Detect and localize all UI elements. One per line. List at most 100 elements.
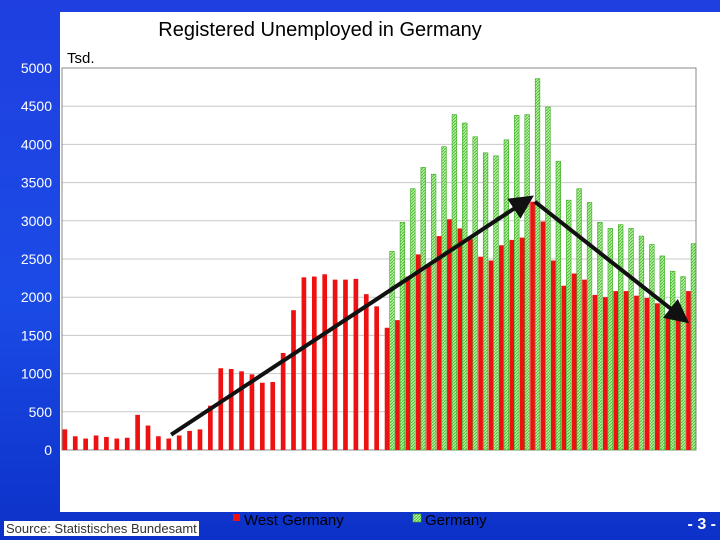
bar-west-germany-1967 — [135, 414, 140, 450]
x-tick-label: 1982 — [289, 456, 304, 485]
bar-west-germany-1982 — [291, 310, 296, 450]
bar-west-germany-1965 — [114, 438, 120, 450]
bar-west-germany-1994 — [415, 254, 421, 450]
bar-west-germany-1971 — [176, 435, 182, 450]
bar-germany-1996 — [441, 146, 447, 451]
bar-west-germany-2000 — [478, 256, 483, 450]
bar-west-germany-1987 — [343, 279, 348, 450]
bar-west-germany-2003 — [509, 239, 515, 450]
x-tick-label: 2008 — [559, 456, 574, 485]
bar-germany-2018 — [670, 270, 676, 451]
x-tick-label: 2000 — [476, 456, 491, 485]
bar-germany-2016 — [649, 244, 655, 451]
x-tick-label: 1984 — [310, 456, 325, 485]
bar-west-germany-1983 — [301, 277, 307, 450]
legend-swatch-west-germany — [233, 514, 240, 521]
bar-germany-1993 — [410, 188, 416, 451]
y-tick-label: 1000 — [21, 366, 52, 382]
x-tick-label: 1962 — [81, 456, 96, 485]
unit-label: Tsd. — [67, 50, 95, 67]
bar-west-germany-2004 — [519, 237, 525, 450]
y-tick-label: 0 — [44, 442, 52, 458]
bar-west-germany-1963 — [93, 435, 99, 450]
bar-west-germany-2009 — [571, 273, 577, 450]
y-tick-label: 1500 — [21, 327, 52, 343]
x-tick-label: 2014 — [621, 456, 636, 485]
bar-germany-2020 — [690, 243, 697, 451]
y-tick-label: 4500 — [21, 98, 52, 114]
legend-label-west-germany: West Germany — [244, 512, 344, 529]
x-tick-label: 2018 — [663, 456, 678, 485]
bar-west-germany-2012 — [602, 297, 608, 450]
x-tick-label: 1994 — [414, 456, 429, 485]
x-tick-label: 1970 — [164, 456, 179, 485]
bar-germany-2000 — [482, 152, 489, 451]
y-tick-label: 4000 — [21, 136, 52, 152]
bar-west-germany-1993 — [405, 276, 411, 450]
bar-germany-2001 — [493, 155, 499, 451]
legend-label-germany: Germany — [425, 512, 487, 529]
y-tick-label: 500 — [29, 404, 53, 420]
bar-west-germany-2013 — [613, 291, 619, 450]
x-tick-label: 1964 — [102, 456, 117, 485]
bar-west-germany-2007 — [551, 260, 556, 450]
bar-west-germany-1980 — [270, 382, 276, 450]
bar-west-germany-2014 — [623, 291, 629, 450]
bar-west-germany-1996 — [436, 236, 442, 450]
x-tick-label: 1992 — [393, 456, 408, 485]
y-tick-label: 3000 — [21, 213, 52, 229]
bar-west-germany-1960 — [62, 429, 68, 450]
bars — [62, 78, 697, 451]
bar-west-germany-1991 — [384, 327, 390, 450]
bar-germany-1995 — [430, 173, 437, 451]
bar-west-germany-1973 — [197, 429, 203, 450]
bar-germany-1992 — [399, 222, 406, 451]
bar-west-germany-1990 — [374, 306, 379, 450]
x-tick-label: 1974 — [206, 456, 221, 485]
legend: West Germany Germany — [233, 512, 487, 529]
legend-swatch-germany — [412, 513, 422, 523]
bar-west-germany-1972 — [187, 430, 192, 450]
y-tick-label: 2000 — [21, 289, 52, 305]
bar-germany-2017 — [659, 255, 665, 451]
trend-arrows — [170, 195, 690, 437]
bar-west-germany-1986 — [332, 279, 338, 450]
bar-germany-1999 — [472, 136, 478, 451]
bar-west-germany-2002 — [499, 245, 504, 450]
bar-germany-2012 — [607, 228, 613, 451]
y-tick-label: 3500 — [21, 175, 52, 191]
bar-west-germany-1998 — [457, 228, 463, 450]
x-tick-label: 1978 — [247, 456, 262, 485]
bar-west-germany-1966 — [124, 437, 130, 450]
x-tick-label: 2012 — [601, 456, 616, 485]
bar-west-germany-1975 — [218, 368, 224, 450]
bar-west-germany-1981 — [280, 352, 286, 450]
bar-west-germany-1995 — [426, 264, 431, 450]
bar-germany-2002 — [503, 139, 509, 451]
bar-west-germany-1999 — [467, 239, 473, 450]
x-axis: 1960 1962 1964 1966 1968 1970 1972 1974 1976 1978… — [60, 456, 699, 485]
bar-west-germany-2006 — [540, 221, 546, 450]
y-tick-label: 5000 — [21, 60, 52, 76]
bar-west-germany-2020 — [686, 291, 691, 450]
x-tick-label: 2004 — [518, 456, 533, 485]
bar-west-germany-1961 — [72, 436, 78, 450]
bar-west-germany-2010 — [582, 279, 587, 450]
bar-germany-1991 — [389, 251, 395, 451]
x-tick-label: 2010 — [580, 456, 595, 485]
x-tick-label: 1966 — [123, 456, 138, 485]
bar-west-germany-1978 — [249, 374, 255, 450]
bar-west-germany-2005 — [530, 201, 535, 450]
bar-germany-2014 — [628, 228, 634, 451]
bar-west-germany-1968 — [145, 425, 151, 450]
bar-west-germany-2011 — [592, 294, 598, 450]
bar-west-germany-2015 — [634, 295, 639, 450]
x-tick-label: 1968 — [143, 456, 158, 485]
bar-west-germany-1988 — [353, 278, 359, 450]
bar-west-germany-2017 — [654, 303, 660, 450]
bar-west-germany-1997 — [447, 219, 452, 450]
bar-west-germany-1984 — [311, 276, 317, 450]
x-tick-label: 1998 — [455, 456, 470, 485]
bar-west-germany-2008 — [561, 285, 567, 450]
x-tick-label: 1972 — [185, 456, 200, 485]
